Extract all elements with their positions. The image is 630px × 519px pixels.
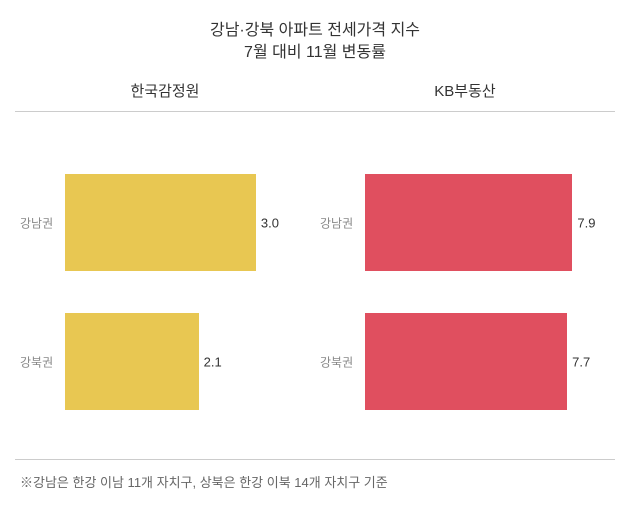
category-label: 강남권 xyxy=(315,214,353,231)
category-label: 강북권 xyxy=(315,353,353,370)
category-label: 강북권 xyxy=(15,353,53,370)
bar-group-gangnam-right: 강남권 7.9 xyxy=(315,174,615,271)
panel-right-plot: 강남권 7.9 강북권 7.7 xyxy=(315,111,615,460)
title-line-1: 강남·강북 아파트 전세가격 지수 xyxy=(15,20,615,42)
bar-gangbuk-right xyxy=(365,313,567,410)
value-label: 2.1 xyxy=(204,354,222,369)
panels-row: 한국감정원 강남권 3.0 강북권 2.1 KB부동산 강남권 xyxy=(15,80,615,460)
chart-container: 강남·강북 아파트 전세가격 지수 7월 대비 11월 변동률 한국감정원 강남… xyxy=(0,0,630,519)
panel-right: KB부동산 강남권 7.9 강북권 7.7 xyxy=(315,80,615,460)
value-label: 7.7 xyxy=(572,354,590,369)
panel-left: 한국감정원 강남권 3.0 강북권 2.1 xyxy=(15,80,315,460)
bar-gangbuk-left xyxy=(65,313,199,410)
value-label: 7.9 xyxy=(577,215,595,230)
bar-group-gangnam-left: 강남권 3.0 xyxy=(15,174,315,271)
panel-right-title: KB부동산 xyxy=(315,80,615,101)
bar-group-gangbuk-right: 강북권 7.7 xyxy=(315,313,615,410)
value-label: 3.0 xyxy=(261,215,279,230)
chart-main-title: 강남·강북 아파트 전세가격 지수 7월 대비 11월 변동률 xyxy=(15,20,615,65)
bar-gangnam-left xyxy=(65,174,256,271)
title-line-2: 7월 대비 11월 변동률 xyxy=(15,42,615,64)
category-label: 강남권 xyxy=(15,214,53,231)
panel-left-plot: 강남권 3.0 강북권 2.1 xyxy=(15,111,315,460)
panel-left-title: 한국감정원 xyxy=(15,80,315,101)
bar-group-gangbuk-left: 강북권 2.1 xyxy=(15,313,315,410)
chart-footnote: ※강남은 한강 이남 11개 자치구, 상북은 한강 이북 14개 자치구 기준 xyxy=(15,472,615,491)
bar-gangnam-right xyxy=(365,174,572,271)
